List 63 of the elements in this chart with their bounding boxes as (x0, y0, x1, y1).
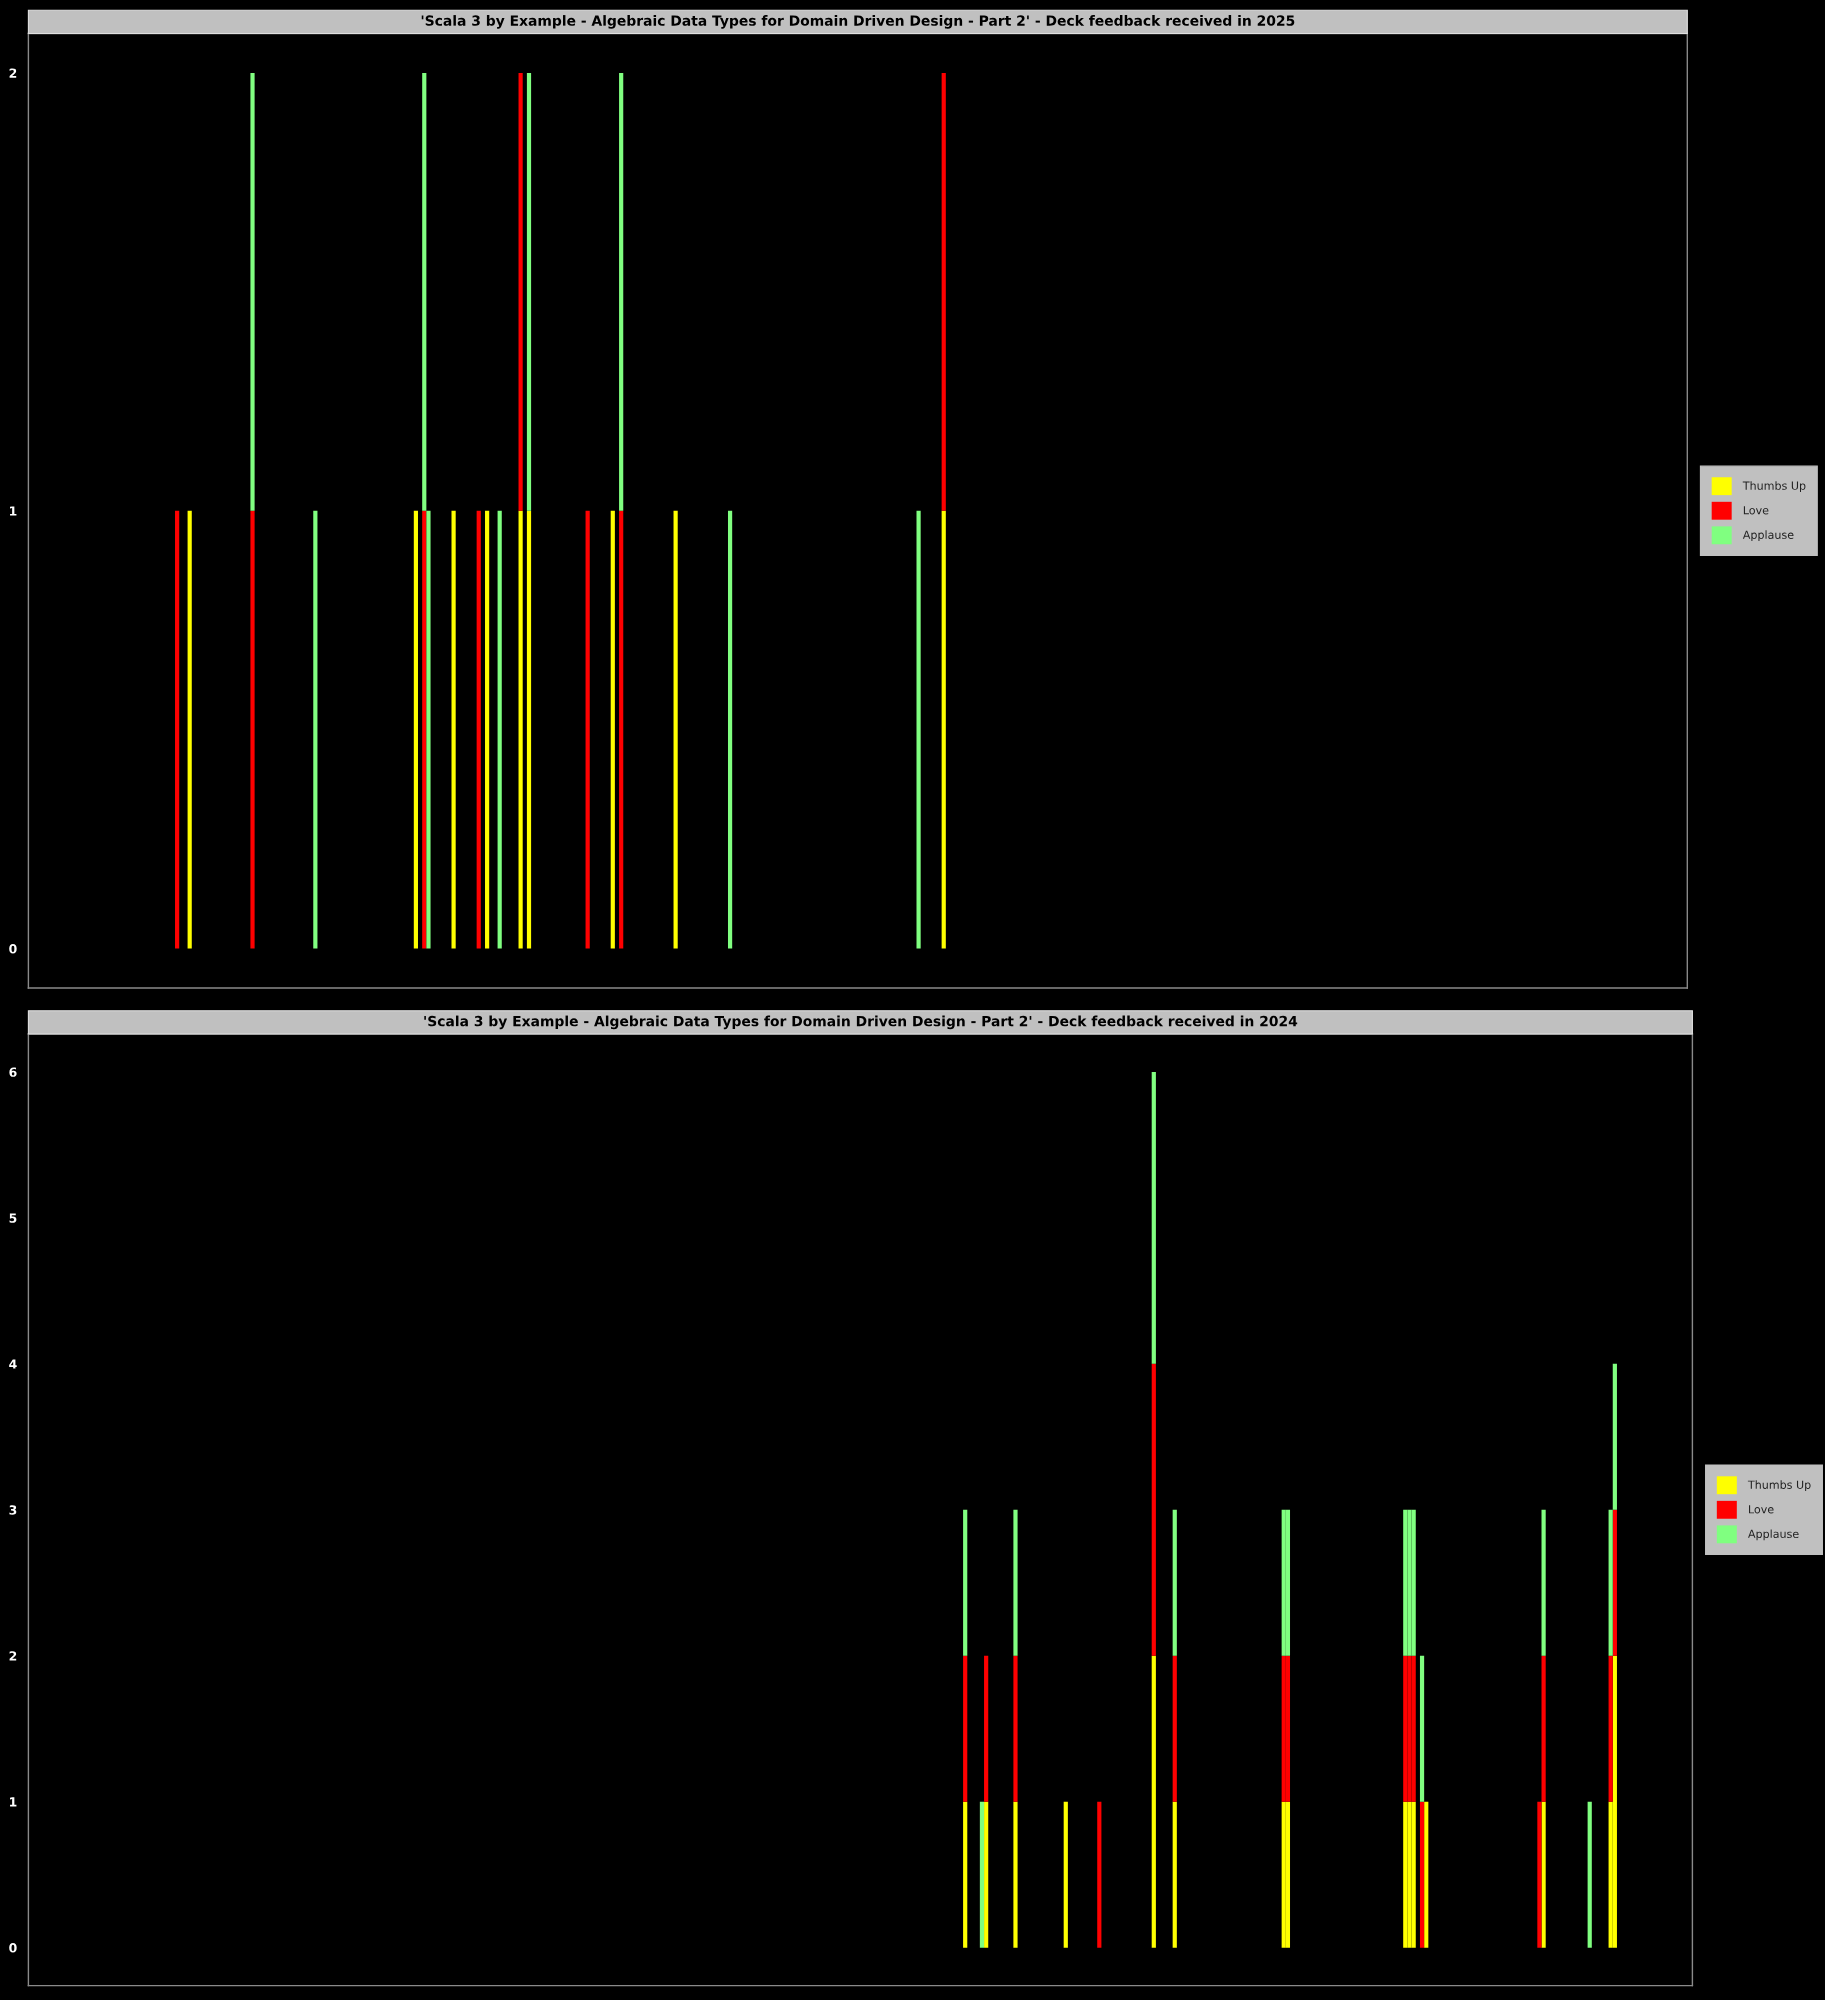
bar (963, 1801, 968, 1948)
bar (1172, 1509, 1177, 1656)
bar (1151, 1655, 1156, 1948)
bar (1013, 1655, 1018, 1802)
bar (1407, 1509, 1412, 1656)
bar (1541, 1801, 1546, 1948)
y-tick-label: 2 (9, 1651, 17, 1661)
bar (1013, 1509, 1018, 1656)
bar (1063, 1801, 1068, 1948)
y-tick-label: 5 (9, 1213, 17, 1223)
bar (1419, 1655, 1425, 1802)
y-tick-label: 1 (10, 506, 17, 516)
bar (1612, 1509, 1617, 1656)
bar (984, 1801, 989, 1948)
bar (1411, 1509, 1416, 1656)
y-tick-label: 2 (9, 68, 17, 78)
bar (1172, 1655, 1177, 1802)
bar (1608, 1509, 1613, 1656)
bar (1281, 1801, 1286, 1948)
bar (1172, 1801, 1177, 1948)
legend-label: Applause (1742, 530, 1794, 542)
bar (1419, 1801, 1425, 1948)
bar (1541, 1655, 1546, 1802)
chart-title: 'Scala 3 by Example - Algebraic Data Types for Domain Driven Design - Part 2' - Deck feedback received in 2024 (424, 1015, 1298, 1030)
legend-label: Applause (1748, 1529, 1799, 1541)
bar (1403, 1655, 1408, 1802)
bar (1407, 1655, 1412, 1802)
bar (1403, 1801, 1408, 1948)
bar (1608, 1655, 1613, 1802)
y-tick-label: 0 (9, 944, 17, 954)
legend-label: Thumbs Up (1742, 481, 1806, 493)
bar (1285, 1655, 1291, 1802)
y-tick-label: 4 (9, 1359, 17, 1369)
bar (984, 1655, 989, 1802)
bar (1097, 1801, 1102, 1948)
bar (1285, 1509, 1291, 1656)
bar (1151, 1363, 1156, 1656)
chart-title: 'Scala 3 by Example - Algebraic Data Types for Domain Driven Design - Part 2' - Deck feedback received in 2025 (421, 15, 1295, 29)
bar (1424, 1801, 1429, 1948)
bar (963, 1655, 968, 1802)
y-tick-label: 1 (10, 1797, 17, 1807)
y-tick-label: 6 (9, 1067, 17, 1077)
bar (1281, 1509, 1286, 1656)
bar (1151, 1071, 1156, 1364)
bar (1403, 1509, 1408, 1656)
bar (1537, 1801, 1542, 1948)
legend-label: Love (1743, 506, 1769, 515)
bar (1612, 1655, 1617, 1948)
legend-label: Thumbs Up (1747, 1480, 1811, 1492)
y-tick-label: 3 (9, 1505, 17, 1515)
bar (1285, 1801, 1291, 1948)
legend-label: Love (1749, 1505, 1774, 1514)
bar (1281, 1655, 1286, 1802)
bar (1587, 1801, 1592, 1948)
bar (979, 1801, 985, 1948)
bar (1541, 1509, 1546, 1656)
bar (1013, 1801, 1018, 1948)
bar (1407, 1801, 1412, 1948)
bar (1411, 1801, 1416, 1948)
y-tick-label: 0 (9, 1943, 17, 1953)
bar (1612, 1363, 1617, 1510)
bar (1411, 1655, 1416, 1802)
bar (963, 1509, 968, 1656)
